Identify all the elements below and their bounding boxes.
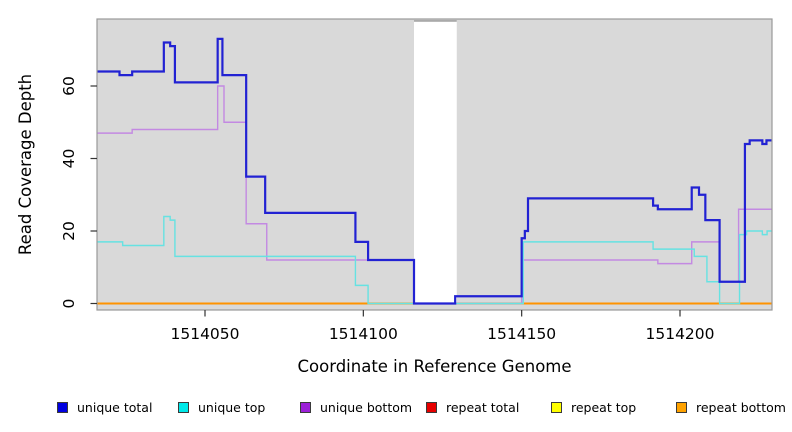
repeat-bottom-swatch-icon xyxy=(676,401,687,413)
legend-label: unique total xyxy=(77,399,153,415)
y-tick-label: 40 xyxy=(60,149,78,169)
legend-label: repeat total xyxy=(446,399,520,415)
x-tick-label: 1514150 xyxy=(487,325,556,343)
x-axis-title: Coordinate in Reference Genome xyxy=(297,357,571,376)
y-tick-label: 60 xyxy=(60,76,78,96)
plot-box-border xyxy=(96,18,773,311)
legend-item-unique-total: unique total xyxy=(57,398,152,416)
repeat-total-swatch-icon xyxy=(426,401,437,413)
y-tick-label: 20 xyxy=(60,221,78,241)
repeat-top-swatch-icon xyxy=(551,401,562,413)
legend-label: repeat top xyxy=(571,399,637,415)
unique-bottom-swatch-icon xyxy=(300,401,311,413)
legend-label: repeat bottom xyxy=(696,399,786,415)
legend-item-unique-top: unique top xyxy=(178,398,265,416)
series-unique-total xyxy=(97,37,772,305)
legend-label: unique top xyxy=(198,399,266,415)
unique-top-swatch-icon xyxy=(178,401,189,413)
unique-total-swatch-icon xyxy=(57,401,68,413)
legend-item-repeat-total: repeat total xyxy=(426,398,519,416)
x-tick-label: 1514100 xyxy=(329,325,398,343)
legend-item-repeat-bottom: repeat bottom xyxy=(676,398,786,416)
series-unique-top xyxy=(97,215,772,305)
legend-item-repeat-top: repeat top xyxy=(551,398,636,416)
x-tick-label: 1514200 xyxy=(645,325,714,343)
legend: unique total unique top unique bottom re… xyxy=(0,398,792,422)
y-axis-title: Read Coverage Depth xyxy=(16,74,35,255)
no-data-gap xyxy=(414,20,457,304)
legend-label: unique bottom xyxy=(320,399,413,415)
x-tick-label: 1514050 xyxy=(170,325,239,343)
y-tick-label: 0 xyxy=(60,299,78,309)
legend-item-unique-bottom: unique bottom xyxy=(300,398,412,416)
